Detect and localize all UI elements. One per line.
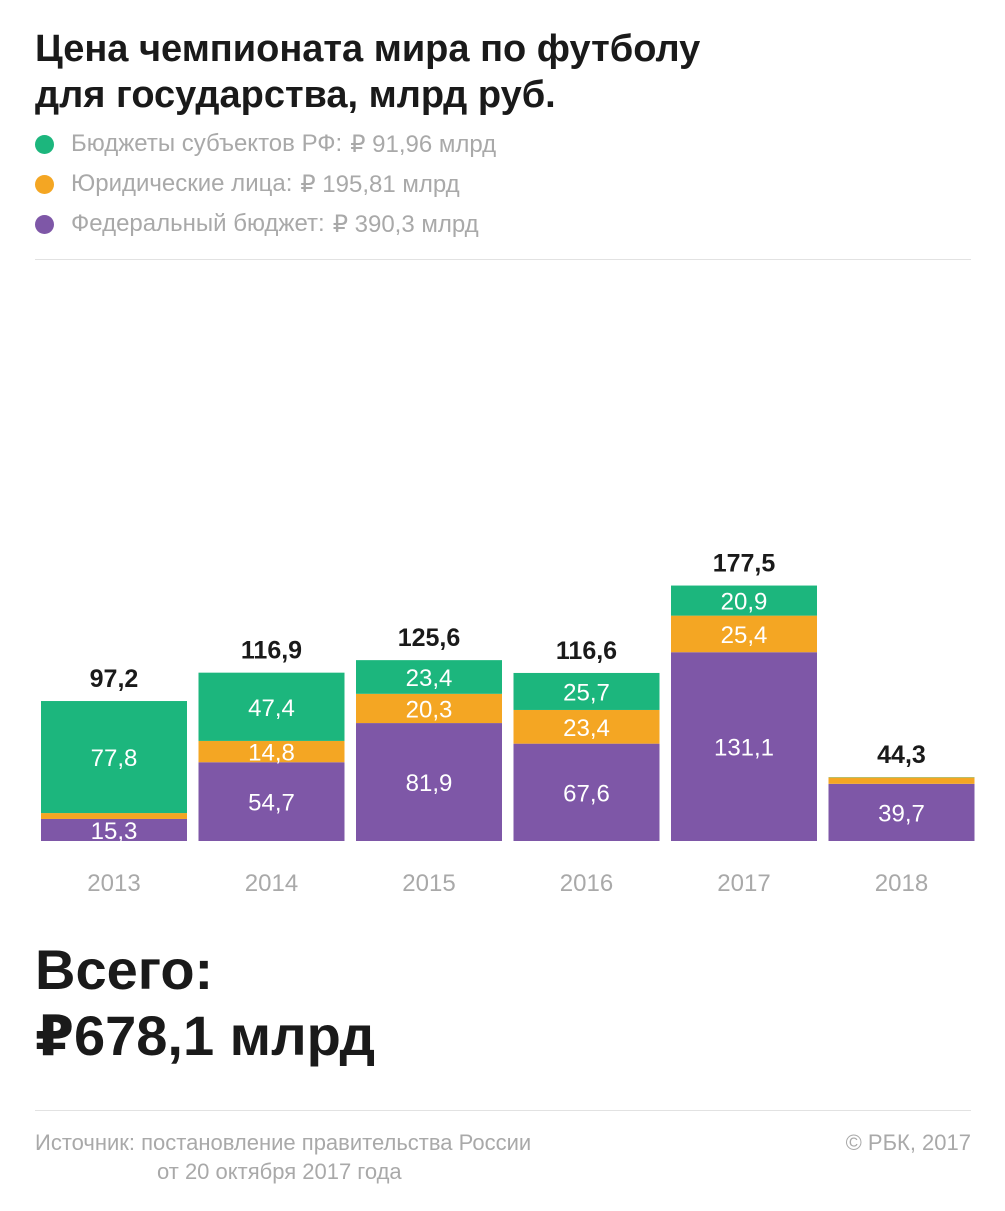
- total-label-2013: 97,2: [90, 665, 139, 693]
- segment-label-2016-2: 25,7: [563, 679, 610, 706]
- bar-segment-2016-federal: [513, 743, 660, 841]
- total-value: ₽678,1 млрд: [35, 1004, 376, 1067]
- legend-value-legal-entities: ₽ 195,81 млрд: [300, 170, 460, 198]
- bar-segment-2017-federal: [671, 652, 817, 841]
- bar-segment-2018-legal-entities: [828, 777, 975, 784]
- bar-segment-2016-regional: [513, 672, 660, 710]
- divider-bottom: [35, 1110, 971, 1111]
- segment-label-2017-0: 131,1: [714, 735, 774, 762]
- total-label-2017: 177,5: [713, 550, 776, 578]
- chart-title: Цена чемпионата мира по футболу для госу…: [35, 26, 935, 118]
- source-line-1: Источник: постановление правительства Ро…: [35, 1130, 532, 1155]
- segment-label-2018-0: 39,7: [878, 800, 925, 827]
- segment-label-2013-2: 77,8: [91, 745, 138, 772]
- source-note: Источник: постановление правительства Ро…: [35, 1128, 531, 1186]
- segment-label-2013-0: 15,3: [91, 818, 138, 845]
- bar-segment-2013-legal-entities: [41, 813, 187, 819]
- legend-value-regional: ₽ 91,96 млрд: [350, 130, 497, 158]
- segment-label-2014-1: 14,8: [248, 740, 295, 767]
- legend-name-federal: Федеральный бюджет:: [71, 210, 325, 237]
- divider-top: [35, 259, 971, 260]
- segment-label-2015-1: 20,3: [406, 696, 453, 723]
- segment-label-2015-0: 81,9: [406, 770, 453, 797]
- segment-label-2016-1: 23,4: [563, 715, 610, 742]
- legend-name-legal-entities: Юридические лица:: [71, 170, 293, 197]
- source-line-2: от 20 октября 2017 года: [157, 1159, 402, 1184]
- bar-segment-2013-federal: [41, 818, 187, 841]
- bar-segment-2014-regional: [198, 672, 345, 741]
- bar-segment-2015-regional: [356, 660, 502, 694]
- total-label: Всего:: [35, 938, 214, 1001]
- title-line-2: для государства, млрд руб.: [35, 74, 556, 116]
- legend-dot-regional: [35, 134, 54, 154]
- total-label-2015: 125,6: [398, 624, 461, 652]
- x-tick-2013: 2013: [87, 870, 140, 897]
- x-tick-2014: 2014: [245, 870, 298, 897]
- legend-value-federal: ₽ 390,3 млрд: [332, 210, 479, 238]
- total-block: Всего: ₽678,1 млрд: [35, 937, 375, 1069]
- bar-segment-2018-federal: [828, 783, 975, 841]
- bar-segment-2014-federal: [198, 762, 345, 841]
- segment-label-2017-2: 20,9: [721, 589, 768, 616]
- bar-segment-2017-regional: [671, 585, 817, 616]
- x-tick-2017: 2017: [717, 870, 770, 897]
- title-line-1: Цена чемпионата мира по футболу: [35, 28, 701, 70]
- total-label-2016: 116,6: [556, 637, 617, 665]
- stacked-bar-chart: 15,3 77,8 97,2 2013 54,7 14,8 47,4 116,9 2014 81,…: [41, 550, 975, 897]
- segment-label-2014-2: 47,4: [248, 695, 295, 722]
- bar-segment-2015-legal-entities: [356, 693, 502, 724]
- copyright: © РБК, 2017: [845, 1130, 971, 1155]
- legend-item-legal-entities: Юридические лица: ₽ 195,81 млрд: [35, 164, 496, 204]
- bar-segment-2017-legal-entities: [671, 615, 817, 653]
- segment-label-2017-1: 25,4: [721, 622, 768, 649]
- total-label-2018: 44,3: [877, 741, 926, 769]
- legend-dot-legal-entities: [35, 174, 54, 194]
- bar-segment-2013-regional: [41, 701, 187, 814]
- segment-label-2016-0: 67,6: [563, 780, 610, 807]
- legend: Бюджеты субъектов РФ: ₽ 91,96 млрд Юриди…: [35, 124, 496, 244]
- segment-label-2015-2: 23,4: [406, 665, 453, 692]
- bar-segment-2014-legal-entities: [198, 740, 345, 763]
- legend-dot-federal: [35, 214, 54, 234]
- segment-label-2014-0: 54,7: [248, 790, 295, 817]
- bar-segment-2015-federal: [356, 723, 502, 841]
- x-tick-2015: 2015: [402, 870, 455, 897]
- x-tick-2016: 2016: [560, 870, 613, 897]
- legend-name-regional: Бюджеты субъектов РФ:: [71, 130, 343, 157]
- legend-item-regional: Бюджеты субъектов РФ: ₽ 91,96 млрд: [35, 124, 496, 164]
- legend-item-federal: Федеральный бюджет: ₽ 390,3 млрд: [35, 204, 496, 244]
- x-tick-2018: 2018: [875, 870, 928, 897]
- bar-segment-2016-legal-entities: [513, 709, 660, 744]
- total-label-2014: 116,9: [241, 637, 302, 665]
